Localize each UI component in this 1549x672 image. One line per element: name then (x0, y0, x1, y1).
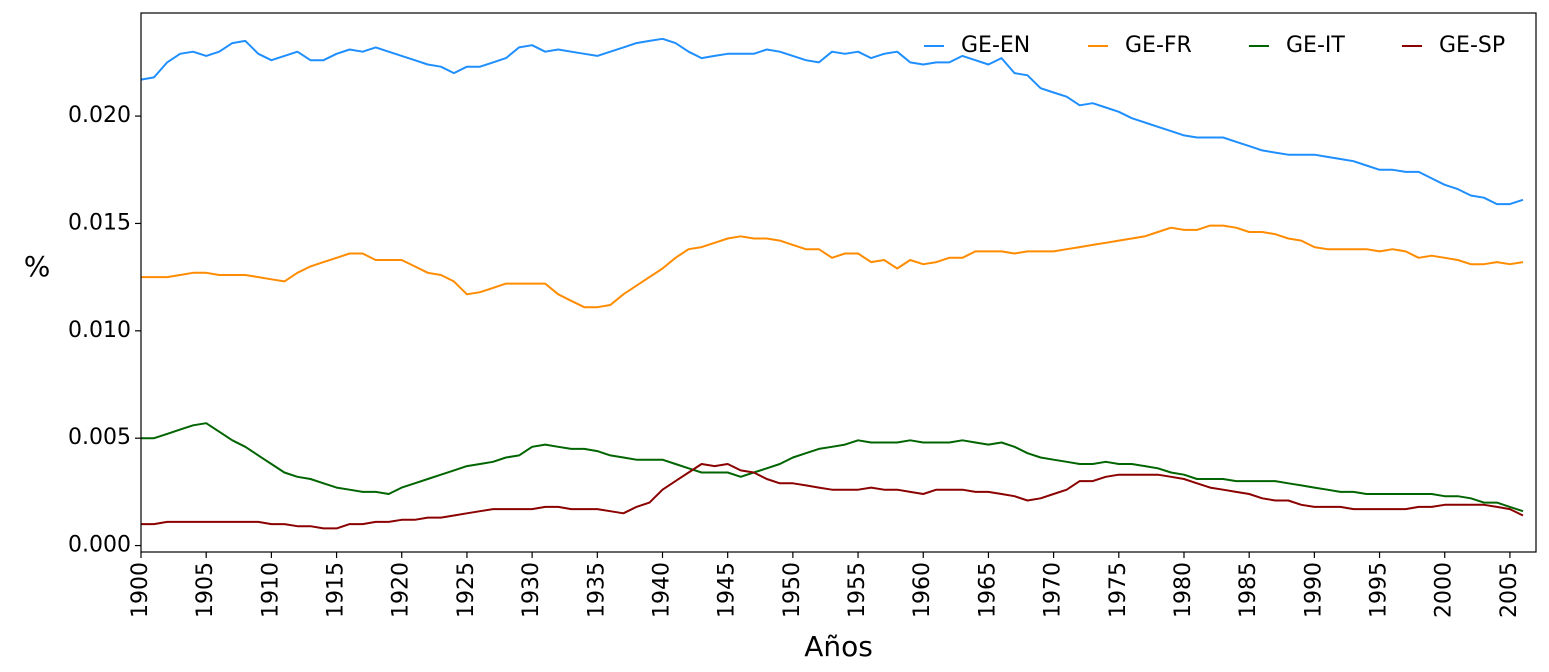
y-tick-label: 0.020 (68, 103, 131, 128)
x-tick-label: 1990 (1301, 562, 1326, 618)
x-tick-label: 2005 (1497, 562, 1522, 618)
x-tick-label: 1935 (584, 562, 609, 618)
y-axis: 0.000 0.005 0.010 0.015 0.020 (68, 103, 141, 558)
series-line-ge-en (140, 37, 1524, 206)
x-axis: 1900 1905 1910 1915 1920 1925 1930 1935 1940 1945… (128, 552, 1522, 618)
x-tick-label: 1930 (519, 562, 544, 618)
x-tick-label: 1940 (649, 562, 674, 618)
x-tick-label: 1960 (910, 562, 935, 618)
legend-label-ge-en: GE-EN (961, 33, 1030, 58)
x-tick-label: 1910 (258, 562, 283, 618)
x-tick-label: 1995 (1367, 562, 1392, 618)
x-tick-label: 1975 (1106, 562, 1131, 618)
x-axis-title: Años (804, 630, 873, 663)
x-tick-label: 1955 (845, 562, 870, 618)
y-tick-label: 0.015 (68, 210, 131, 235)
series-line-ge-fr (141, 224, 1524, 309)
y-tick-label: 0.005 (68, 425, 131, 450)
legend-label-ge-fr: GE-FR (1125, 33, 1192, 58)
x-tick-label: 1970 (1041, 562, 1066, 618)
x-tick-label: 1980 (1171, 562, 1196, 618)
x-tick-label: 2000 (1432, 562, 1457, 618)
y-tick-label: 0.000 (68, 533, 131, 558)
x-tick-label: 1950 (780, 562, 805, 618)
x-tick-label: 1920 (389, 562, 414, 618)
plot-frame (140, 12, 1537, 553)
legend-label-ge-it: GE-IT (1286, 33, 1345, 58)
x-tick-label: 1965 (975, 562, 1000, 618)
series-line-ge-it (141, 422, 1524, 513)
series-layer (140, 37, 1524, 530)
legend: GE-EN GE-FR GE-IT GE-SP (924, 33, 1505, 58)
y-axis-title: % (24, 250, 51, 283)
x-tick-label: 1905 (193, 562, 218, 618)
x-tick-label: 1925 (454, 562, 479, 618)
x-tick-label: 1985 (1236, 562, 1261, 618)
x-tick-label: 1900 (128, 562, 153, 618)
x-tick-label: 1915 (324, 562, 349, 618)
x-tick-label: 1945 (715, 562, 740, 618)
series-line-ge-sp (141, 463, 1524, 530)
legend-label-ge-sp: GE-SP (1439, 33, 1505, 58)
y-tick-label: 0.010 (68, 318, 131, 343)
